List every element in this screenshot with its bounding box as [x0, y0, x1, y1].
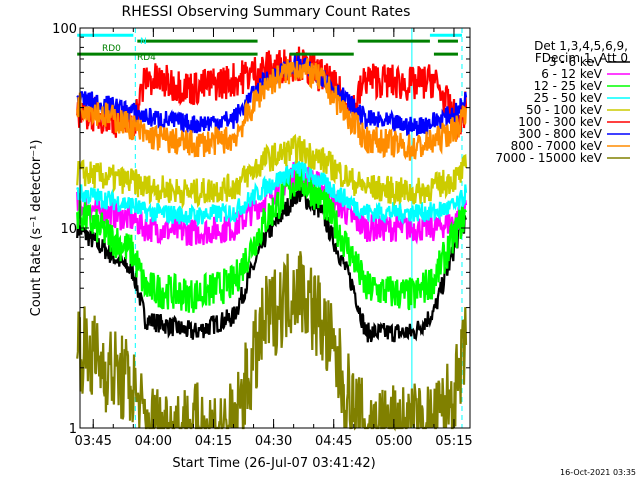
y-tick-label-0: 1	[69, 422, 77, 437]
x-axis-label: Start Time (26-Jul-07 03:41:42)	[172, 456, 375, 471]
x-tick-label-1: 04:00	[135, 434, 172, 449]
chart-title: RHESSI Observing Summary Count Rates	[122, 4, 411, 20]
flag-label-1: RD0	[102, 44, 121, 54]
series-line-4	[76, 133, 468, 210]
series-line-0	[76, 186, 468, 343]
footer-timestamp: 16-Oct-2021 03:35	[560, 468, 636, 477]
legend-label-0: 3 - 6 keV	[549, 55, 603, 69]
x-tick-label-3: 04:30	[255, 434, 292, 449]
x-tick-label-0: 03:45	[74, 434, 111, 449]
x-tick-label-5: 05:00	[375, 434, 412, 449]
legend-label-4: 50 - 100 keV	[526, 103, 603, 117]
legend-label-1: 6 - 12 keV	[541, 67, 603, 81]
x-tick-label-2: 04:15	[195, 434, 232, 449]
legend: Det 1,3,4,5,6,9,FDecim 1, Att 03 - 6 keV…	[495, 39, 630, 165]
series-line-7	[76, 57, 468, 161]
legend-label-8: 7000 - 15000 keV	[495, 151, 602, 165]
axes: 1 10 100 03:45 04:00 04:15 04:30 04:45 05:00 05:1…	[52, 22, 473, 449]
flag-label-0: N	[140, 37, 147, 47]
legend-label-6: 300 - 800 keV	[518, 127, 602, 141]
x-tick-label-6: 05:15	[435, 434, 472, 449]
legend-label-5: 100 - 300 keV	[518, 115, 602, 129]
legend-label-3: 25 - 50 keV	[534, 91, 603, 105]
flag-label-2: RD4	[137, 53, 156, 63]
x-tick-label-4: 04:45	[315, 434, 352, 449]
y-tick-label-1: 10	[60, 222, 77, 237]
series-line-2	[76, 162, 467, 313]
legend-header-1: FDecim 1, Att 0	[535, 51, 628, 65]
series-line-3	[76, 157, 468, 228]
plot-area: N RD0 RD4	[76, 28, 468, 432]
y-tick-label-2: 100	[52, 22, 77, 37]
y-axis-label: Count Rate (s⁻¹ detector⁻¹)	[29, 140, 44, 317]
legend-label-7: 800 - 7000 keV	[511, 139, 603, 153]
legend-header-0: Det 1,3,4,5,6,9,	[534, 39, 628, 53]
legend-label-2: 12 - 25 keV	[534, 79, 603, 93]
